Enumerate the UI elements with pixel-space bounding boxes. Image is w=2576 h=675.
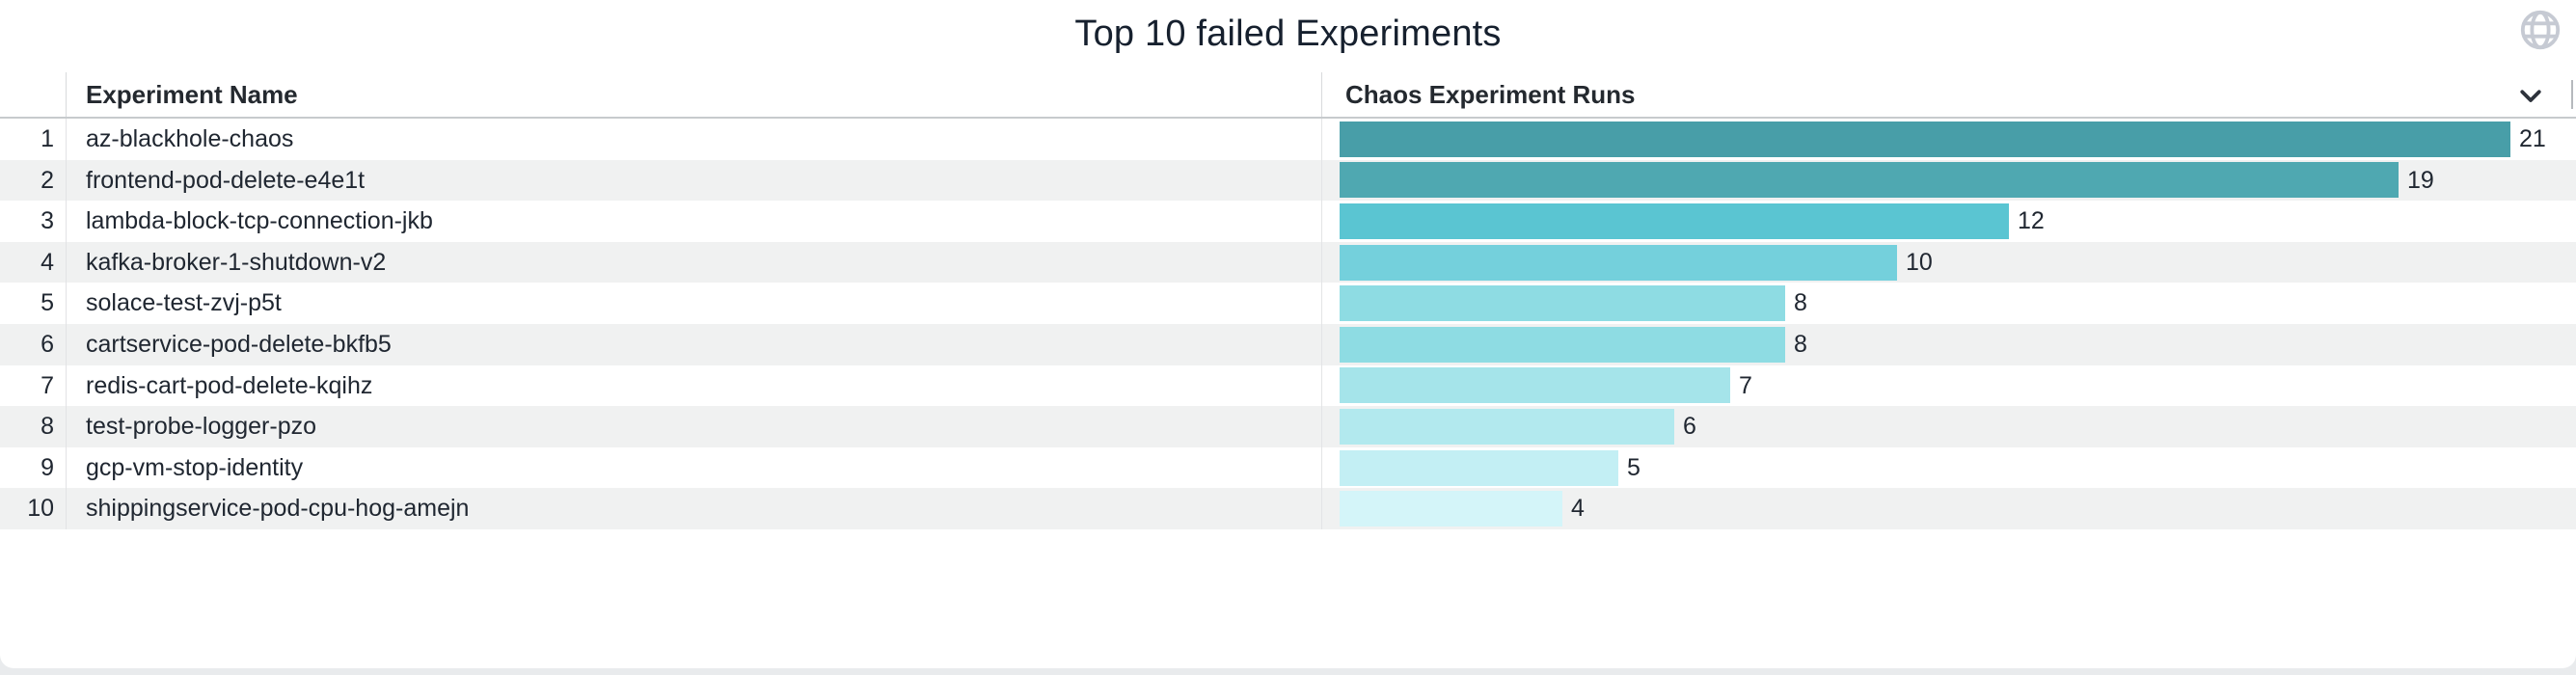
bar-value-label: 8 <box>1794 330 1807 358</box>
runs-bar-cell: 7 <box>1322 365 2576 407</box>
bar-value-label: 4 <box>1571 495 1585 523</box>
bar-value-label: 7 <box>1739 371 1752 399</box>
bar-value-label: 5 <box>1627 453 1641 481</box>
column-header-experiment-name[interactable]: Experiment Name <box>67 72 1322 117</box>
row-rank: 4 <box>0 241 67 284</box>
runs-bar-cell: 8 <box>1322 324 2576 365</box>
globe-icon[interactable] <box>2518 8 2562 52</box>
experiment-runs-bar[interactable] <box>1340 491 1562 527</box>
experiment-runs-bar[interactable] <box>1340 367 1730 404</box>
table-row[interactable]: 1 az-blackhole-chaos 21 <box>0 119 2576 160</box>
experiment-runs-bar[interactable] <box>1340 285 1785 322</box>
table-row[interactable]: 4 kafka-broker-1-shutdown-v2 10 <box>0 241 2576 284</box>
runs-bar-cell: 4 <box>1322 488 2576 529</box>
column-header-chaos-runs[interactable]: Chaos Experiment Runs <box>1322 72 2576 117</box>
table-row[interactable]: 2 frontend-pod-delete-e4e1t 19 <box>0 159 2576 202</box>
experiment-name: kafka-broker-1-shutdown-v2 <box>67 241 1322 284</box>
experiment-runs-bar[interactable] <box>1340 162 2399 199</box>
table-row[interactable]: 5 solace-test-zvj-p5t 8 <box>0 283 2576 324</box>
experiment-runs-bar[interactable] <box>1340 121 2510 157</box>
bar-value-label: 21 <box>2519 125 2546 152</box>
bar-value-label: 10 <box>1906 248 1933 276</box>
table-row[interactable]: 7 redis-cart-pod-delete-kqihz 7 <box>0 364 2576 407</box>
row-rank: 9 <box>0 446 67 489</box>
row-rank: 5 <box>0 283 67 324</box>
row-rank: 3 <box>0 201 67 242</box>
experiment-runs-bar[interactable] <box>1340 408 1674 445</box>
runs-bar-cell: 19 <box>1322 160 2576 202</box>
chevron-down-icon[interactable] <box>2516 81 2545 110</box>
panel-title: Top 10 failed Experiments <box>1074 14 1502 54</box>
row-rank: 2 <box>0 159 67 202</box>
experiment-runs-bar[interactable] <box>1340 449 1618 486</box>
table-header: Experiment Name Chaos Experiment Runs <box>0 72 2576 119</box>
experiment-name: test-probe-logger-pzo <box>67 406 1322 447</box>
experiment-name: solace-test-zvj-p5t <box>67 283 1322 324</box>
table-row[interactable]: 3 lambda-block-tcp-connection-jkb 12 <box>0 201 2576 242</box>
table-row[interactable]: 8 test-probe-logger-pzo 6 <box>0 406 2576 447</box>
row-rank: 6 <box>0 323 67 365</box>
runs-bar-cell: 10 <box>1322 242 2576 284</box>
chaos-runs-header-label: Chaos Experiment Runs <box>1345 80 1636 109</box>
row-rank: 8 <box>0 406 67 447</box>
experiment-name: redis-cart-pod-delete-kqihz <box>67 364 1322 407</box>
table-row[interactable]: 9 gcp-vm-stop-identity 5 <box>0 446 2576 489</box>
row-rank: 1 <box>0 119 67 160</box>
experiment-name: lambda-block-tcp-connection-jkb <box>67 201 1322 242</box>
experiment-runs-bar[interactable] <box>1340 202 2009 239</box>
bar-value-label: 6 <box>1683 413 1696 441</box>
runs-bar-cell: 5 <box>1322 447 2576 489</box>
experiment-name: cartservice-pod-delete-bkfb5 <box>67 323 1322 365</box>
bar-value-label: 19 <box>2407 166 2434 194</box>
panel-header: Top 10 failed Experiments <box>0 0 2576 72</box>
table-row[interactable]: 10 shippingservice-pod-cpu-hog-amejn 4 <box>0 488 2576 529</box>
experiment-runs-bar[interactable] <box>1340 244 1897 281</box>
experiment-name: az-blackhole-chaos <box>67 119 1322 160</box>
runs-bar-cell: 8 <box>1322 283 2576 324</box>
bar-value-label: 12 <box>2018 207 2045 235</box>
runs-bar-cell: 6 <box>1322 406 2576 447</box>
runs-bar-cell: 21 <box>1322 119 2576 160</box>
header-edge-divider <box>2571 80 2573 109</box>
bar-value-label: 8 <box>1794 289 1807 317</box>
rank-column-header <box>0 72 67 117</box>
experiment-name: shippingservice-pod-cpu-hog-amejn <box>67 488 1322 529</box>
row-rank: 10 <box>0 488 67 529</box>
table-row[interactable]: 6 cartservice-pod-delete-bkfb5 8 <box>0 323 2576 365</box>
experiment-runs-bar[interactable] <box>1340 326 1785 363</box>
experiment-name-header-label: Experiment Name <box>86 80 298 109</box>
runs-bar-cell: 12 <box>1322 201 2576 242</box>
experiment-name: gcp-vm-stop-identity <box>67 446 1322 489</box>
row-rank: 7 <box>0 364 67 407</box>
table-body: 1 az-blackhole-chaos 21 2 frontend-pod-delet… <box>0 119 2576 529</box>
experiment-name: frontend-pod-delete-e4e1t <box>67 159 1322 202</box>
